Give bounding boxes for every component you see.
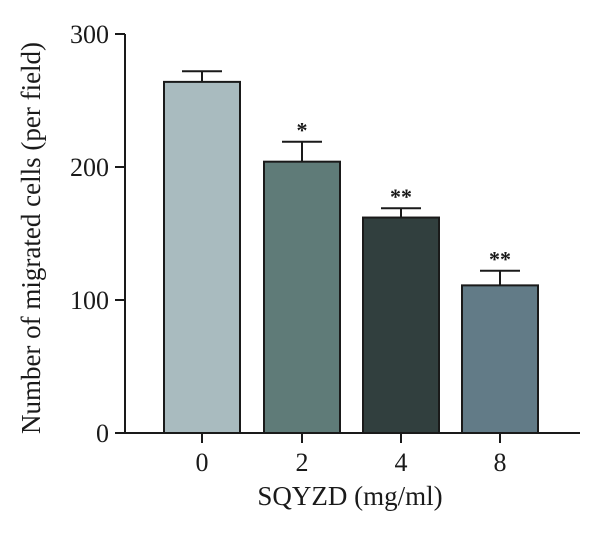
y-axis-label: Number of migrated cells (per field) — [16, 42, 46, 434]
x-tick-label: 4 — [395, 448, 408, 477]
error-bars — [182, 70, 520, 286]
bar — [362, 216, 440, 434]
bar — [163, 80, 241, 434]
x-tick-label: 2 — [296, 448, 309, 477]
bars — [163, 80, 539, 434]
bar — [263, 160, 341, 434]
significance-marker: * — [297, 118, 308, 143]
y-axis: 0 100 200 300 — [70, 20, 126, 448]
x-axis-label: SQYZD (mg/ml) — [257, 481, 442, 511]
x-tick-label: 8 — [494, 448, 507, 477]
y-tick-label: 0 — [96, 419, 109, 448]
significance-marker: ** — [390, 184, 412, 209]
bar — [461, 284, 539, 434]
x-axis: 0 2 4 8 — [124, 432, 580, 477]
x-tick-label: 0 — [196, 448, 209, 477]
y-tick-label: 300 — [70, 20, 109, 49]
significance-markers: ***** — [297, 118, 512, 272]
y-tick-label: 100 — [70, 286, 109, 315]
significance-marker: ** — [489, 247, 511, 272]
y-tick-label: 200 — [70, 153, 109, 182]
